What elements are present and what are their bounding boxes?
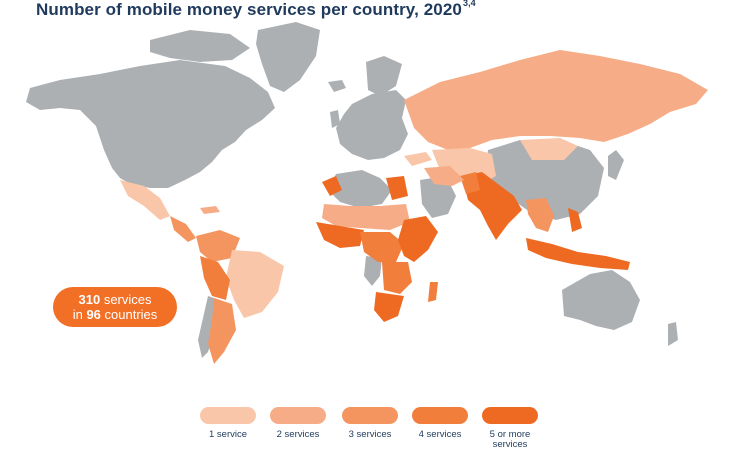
countries-no-service: [26, 22, 678, 358]
peru-bolivia: [200, 256, 230, 300]
philippines: [568, 208, 582, 232]
scandinavia: [366, 56, 402, 96]
legend-item-5-or-more-services: 5 or more services: [480, 407, 540, 450]
legend-label: 5 or more services: [489, 429, 531, 450]
legend-item-1-service: 1 service: [198, 407, 258, 440]
south-africa: [374, 292, 404, 322]
world-map: [26, 22, 708, 364]
arctic-islands: [150, 30, 250, 62]
middle-east-gray: [420, 176, 456, 218]
new-zealand: [668, 322, 678, 346]
legend-item-4-services: 4 services: [410, 407, 470, 440]
turkey: [404, 152, 432, 166]
iran-iraq: [424, 166, 464, 186]
greenland: [256, 22, 320, 92]
japan: [608, 150, 624, 180]
iceland: [328, 80, 346, 92]
africa-north-gray: [328, 170, 392, 208]
legend-item-3-services: 3 services: [340, 407, 400, 440]
legend-swatch: [270, 407, 326, 424]
europe: [336, 90, 408, 160]
west-africa: [316, 222, 364, 248]
indonesia: [526, 238, 630, 270]
pakistan: [460, 172, 480, 194]
southern-africa-mid: [382, 262, 412, 294]
services-summary-badge: 310 services in 96 countries: [53, 287, 177, 327]
mongolia: [520, 138, 578, 160]
argentina: [208, 298, 236, 364]
caribbean: [200, 206, 220, 214]
australia: [562, 270, 640, 330]
map-title: Number of mobile money services per coun…: [36, 0, 476, 19]
colombia-venezuela: [196, 230, 240, 262]
morocco: [322, 176, 342, 196]
uk: [330, 110, 340, 128]
legend-label: 2 services: [276, 429, 320, 440]
central-africa: [360, 232, 404, 262]
legend-item-2-services: 2 services: [268, 407, 328, 440]
legend-swatch: [342, 407, 398, 424]
legend-swatch: [200, 407, 256, 424]
legend-label: 3 services: [348, 429, 392, 440]
russia: [404, 50, 708, 150]
legend-label: 1 service: [208, 429, 247, 440]
brazil: [226, 250, 284, 318]
mainland-se-asia: [526, 198, 554, 232]
countries-with-service: [120, 50, 708, 364]
legend-label: 4 services: [418, 429, 462, 440]
africa-south-gray: [364, 256, 382, 286]
legend-swatch: [412, 407, 468, 424]
mexico: [120, 180, 170, 220]
egypt: [386, 176, 408, 200]
madagascar: [428, 282, 438, 302]
badge-line-services: 310 services: [78, 292, 152, 307]
legend: 1 service 2 services 3 services 4 servic…: [198, 407, 548, 467]
north-america: [26, 60, 275, 188]
badge-line-countries: in 96 countries: [72, 307, 158, 322]
sahel: [322, 204, 410, 230]
central-america: [170, 216, 196, 242]
legend-swatch: [482, 407, 538, 424]
east-africa: [398, 216, 438, 262]
